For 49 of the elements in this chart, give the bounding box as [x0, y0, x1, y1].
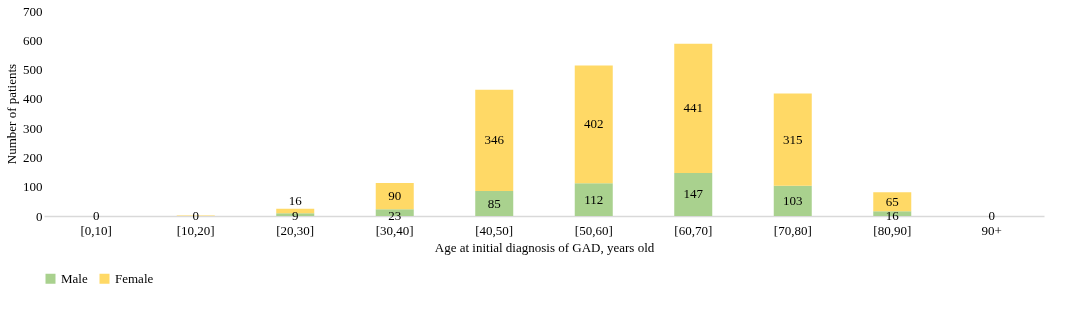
y-tick-label: 400 — [23, 91, 43, 107]
data-label: 147 — [683, 186, 704, 202]
data-label: 0 — [192, 208, 199, 223]
x-tick-label: [40,50] — [475, 222, 514, 238]
data-label: 441 — [683, 100, 703, 116]
y-tick-label: 100 — [23, 179, 43, 195]
x-tick-label: [20,30] — [276, 222, 315, 238]
legend-label: Male — [61, 270, 88, 286]
data-label: 16 — [885, 208, 900, 223]
data-label: 112 — [584, 191, 604, 207]
x-tick-label: [0,10] — [80, 222, 112, 238]
x-tick-label: [80,90] — [873, 222, 912, 238]
bar — [375, 182, 414, 210]
data-label: 65 — [885, 193, 899, 209]
data-label: 103 — [783, 192, 803, 208]
data-label: 16 — [288, 192, 303, 208]
data-label: 0 — [92, 208, 100, 223]
data-label: 23 — [388, 208, 402, 223]
y-tick-label: 300 — [23, 120, 43, 136]
bar — [574, 65, 613, 184]
x-tick-label: [60,70] — [674, 222, 713, 238]
bar — [674, 172, 713, 216]
x-tick-label: 90+ — [981, 222, 1002, 238]
x-axis-title: Age at initial diagnosis of GAD, years old — [434, 239, 655, 255]
data-label: 90 — [388, 188, 402, 204]
x-tick-label: [10,20] — [176, 222, 215, 238]
bar — [475, 89, 514, 192]
y-tick-label: 200 — [23, 149, 43, 165]
x-tick-label: [30,40] — [375, 222, 414, 238]
bar — [674, 43, 713, 173]
bar — [773, 185, 812, 216]
bar — [773, 93, 812, 186]
bar — [873, 192, 912, 212]
y-tick-label: 700 — [23, 3, 43, 19]
legend-label: Female — [115, 270, 154, 286]
y-tick-label: 500 — [23, 62, 43, 78]
data-label: 402 — [584, 116, 604, 132]
y-axis-title: Number of patients — [4, 63, 19, 165]
bar — [475, 191, 514, 216]
data-label: 346 — [484, 132, 505, 148]
x-tick-label: [70,80] — [773, 222, 812, 238]
data-label: 0 — [988, 208, 996, 223]
y-tick-label: 0 — [36, 208, 43, 224]
data-label: 85 — [487, 195, 501, 211]
bar — [574, 183, 613, 216]
y-tick-label: 600 — [23, 32, 43, 48]
data-label: 315 — [783, 131, 803, 147]
data-label: 9 — [291, 208, 299, 223]
x-tick-label: [50,60] — [574, 222, 613, 238]
